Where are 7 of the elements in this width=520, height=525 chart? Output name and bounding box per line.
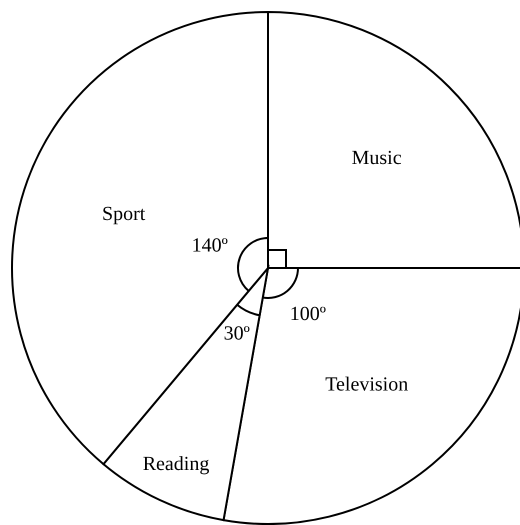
data-label: 140º <box>192 234 228 256</box>
slice-label: Music <box>352 146 402 169</box>
slice-label: Reading <box>142 452 210 475</box>
data-label: 30º <box>224 322 250 345</box>
slice-label: Television <box>325 373 408 396</box>
slice-label: Sport <box>102 203 146 226</box>
data-label: 100º <box>290 303 326 326</box>
